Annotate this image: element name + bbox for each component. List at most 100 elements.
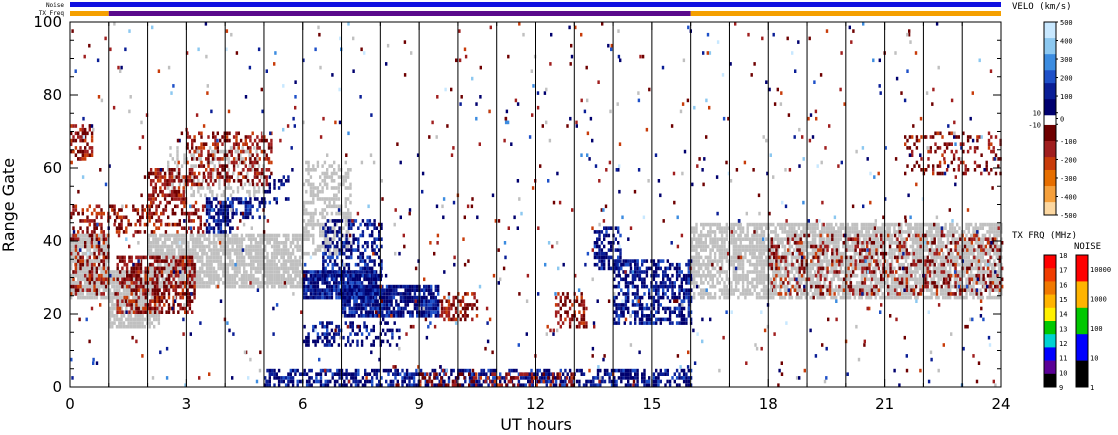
data-cell	[821, 288, 824, 292]
data-cell	[697, 273, 700, 278]
data-cell	[219, 237, 223, 241]
data-cell	[261, 233, 264, 238]
data-cell	[277, 259, 281, 263]
data-cell	[179, 259, 182, 263]
data-cell	[963, 295, 966, 300]
data-cell	[261, 259, 264, 263]
data-cell	[697, 251, 700, 256]
data-cell	[265, 182, 268, 187]
data-cell	[709, 273, 712, 278]
data-cell	[132, 281, 136, 285]
data-cell	[979, 222, 982, 227]
data-cell	[807, 251, 810, 256]
data-cell	[904, 255, 908, 260]
data-cell	[233, 241, 237, 245]
data-cell	[189, 237, 192, 241]
data-cell	[734, 288, 738, 292]
data-cell	[990, 266, 994, 271]
data-cell	[781, 222, 784, 227]
data-cell	[104, 270, 108, 274]
data-cell	[725, 237, 728, 241]
data-cell	[236, 259, 239, 263]
data-cell	[693, 270, 696, 274]
data-cell	[344, 186, 347, 190]
data-cell	[690, 241, 694, 245]
data-cell	[900, 251, 903, 256]
data-cell	[270, 273, 274, 278]
data-cell	[746, 288, 749, 292]
data-cell	[225, 135, 229, 139]
data-cell	[814, 237, 817, 241]
data-cell	[243, 262, 246, 267]
data-cell	[77, 273, 80, 278]
data-cell	[97, 211, 101, 216]
data-cell	[218, 179, 221, 183]
data-cell	[79, 241, 82, 245]
data-cell	[192, 189, 195, 194]
data-cell	[765, 295, 768, 300]
data-cell	[118, 292, 121, 296]
data-cell	[199, 219, 202, 223]
data-cell	[723, 248, 726, 252]
data-cell	[201, 251, 204, 256]
data-cell	[249, 157, 252, 161]
data-cell	[333, 226, 336, 230]
data-cell	[811, 281, 815, 285]
data-cell	[988, 277, 991, 282]
data-cell	[139, 288, 142, 292]
data-cell	[172, 255, 175, 260]
data-cell	[741, 281, 745, 285]
data-cell	[907, 273, 910, 278]
data-cell	[74, 204, 78, 209]
data-cell	[81, 244, 84, 249]
data-cell	[314, 208, 317, 212]
data-cell	[983, 270, 987, 274]
data-cell	[862, 233, 866, 238]
data-cell	[136, 219, 140, 223]
data-cell	[84, 237, 87, 241]
data-cell	[188, 168, 192, 172]
data-cell	[783, 262, 787, 267]
data-cell	[77, 270, 80, 274]
data-cell	[307, 251, 310, 256]
data-cell	[289, 266, 292, 271]
data-cell	[157, 226, 161, 230]
data-cell	[178, 219, 181, 223]
data-cell	[790, 233, 794, 238]
data-cell	[302, 230, 306, 234]
data-cell	[298, 273, 302, 278]
data-cell	[174, 284, 178, 289]
data-cell	[192, 219, 195, 223]
data-cell	[243, 270, 246, 274]
data-cell	[746, 222, 749, 227]
data-cell	[459, 317, 462, 322]
data-cell	[837, 241, 840, 245]
data-cell	[862, 284, 866, 289]
data-cell	[788, 262, 791, 267]
data-cell	[869, 295, 873, 300]
data-cell	[748, 248, 752, 252]
data-cell	[795, 222, 798, 227]
data-cell	[751, 262, 754, 267]
data-cell	[825, 222, 829, 227]
data-cell	[900, 288, 903, 292]
data-cell	[928, 251, 931, 256]
data-cell	[862, 237, 866, 241]
data-cell	[330, 175, 334, 179]
data-cell	[459, 310, 462, 314]
data-cell	[781, 241, 784, 245]
data-cell	[77, 292, 80, 296]
data-cell	[986, 222, 989, 227]
data-cell	[993, 233, 996, 238]
data-cell	[972, 288, 975, 292]
data-cell	[165, 288, 168, 292]
data-cell	[137, 262, 140, 267]
data-cell	[974, 277, 977, 282]
data-cell	[762, 277, 766, 282]
data-cell	[264, 237, 267, 241]
data-cell	[879, 281, 882, 285]
data-cell	[907, 255, 910, 260]
data-cell	[122, 303, 126, 307]
data-cell	[252, 281, 255, 285]
data-cell	[149, 277, 152, 282]
